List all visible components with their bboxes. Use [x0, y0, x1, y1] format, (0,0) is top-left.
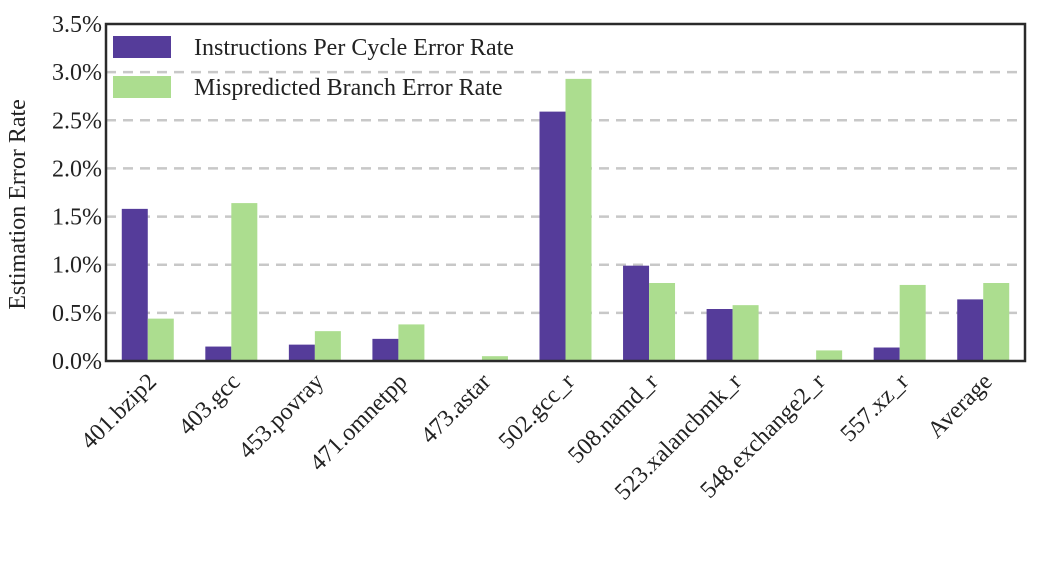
- bar-branch-557-xz-r: [899, 284, 926, 361]
- bar-ipc-502-gcc-r: [539, 111, 566, 362]
- legend-swatch: [113, 36, 171, 58]
- plot-frame: [104, 22, 1027, 363]
- bar-branch-Average: [983, 283, 1010, 361]
- y-tick-label: 3.5%: [52, 12, 102, 38]
- x-tick-label: 401.bzip2: [76, 369, 162, 455]
- bar-ipc-523-xalancbmk-r: [706, 309, 733, 361]
- bar-ipc-557-xz-r: [873, 347, 900, 361]
- x-tick-label: 403.gcc: [174, 369, 246, 441]
- bars: [121, 78, 1010, 362]
- bar-branch-453-povray: [314, 331, 341, 361]
- bar-branch-403-gcc: [231, 203, 258, 361]
- bar-ipc-401-bzip2: [121, 208, 148, 361]
- bar-branch-401-bzip2: [147, 318, 174, 361]
- bar-ipc-Average: [957, 299, 984, 361]
- y-tick-label: 3.0%: [52, 60, 102, 86]
- bar-branch-502-gcc-r: [565, 78, 592, 361]
- y-axis-label: Estimation Error Rate: [5, 99, 31, 310]
- bar-ipc-471-omnetpp: [372, 338, 399, 361]
- bar-ipc-403-gcc: [205, 346, 232, 361]
- y-axis-ticks: 0.0% 0.5% 1.0% 1.5% 2.0% 2.5% 3.0% 3.5%: [52, 12, 102, 375]
- legend: Instructions Per Cycle Error Rate Mispred…: [113, 35, 514, 101]
- bar-ipc-453-povray: [288, 344, 315, 361]
- legend-label: Mispredicted Branch Error Rate: [194, 75, 503, 101]
- bar-ipc-508-namd-r: [623, 265, 650, 361]
- bar-branch-471-omnetpp: [398, 324, 425, 361]
- x-tick-label: 557.xz_r: [836, 369, 914, 447]
- y-tick-label: 1.5%: [52, 205, 102, 231]
- bar-branch-473-astar: [481, 356, 508, 361]
- y-tick-label: 2.5%: [52, 108, 102, 134]
- bar-branch-523-xalancbmk-r: [732, 305, 759, 361]
- bar-branch-508-namd-r: [649, 283, 676, 361]
- y-tick-label: 2.0%: [52, 156, 102, 182]
- legend-swatch: [113, 76, 171, 98]
- bar-branch-548-exchange2-r: [816, 350, 843, 361]
- y-tick-label: 1.0%: [52, 253, 102, 279]
- x-tick-label: Average: [923, 369, 998, 444]
- y-tick-label: 0.0%: [52, 349, 102, 375]
- x-tick-label: 473.astar: [416, 369, 496, 449]
- legend-label: Instructions Per Cycle Error Rate: [194, 35, 514, 61]
- y-tick-label: 0.5%: [52, 301, 102, 327]
- x-tick-label: 502.gcc_r: [494, 369, 580, 455]
